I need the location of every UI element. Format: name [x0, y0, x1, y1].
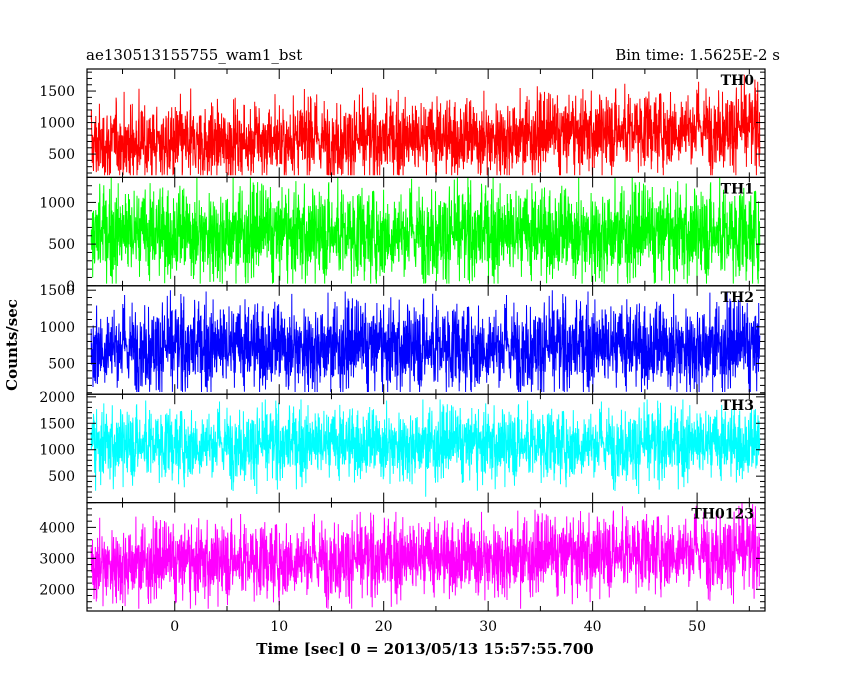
series-line-th3	[90, 399, 761, 497]
y-tick-label: 500	[48, 356, 75, 372]
panel-label: TH0	[721, 73, 755, 89]
panel-label: TH3	[721, 398, 754, 414]
x-tick-label: 10	[270, 619, 288, 635]
panel-label: TH1	[721, 181, 754, 197]
panel-th0123: TH0123 2000 3000 4000	[39, 502, 766, 612]
x-axis: 0 10 20 30 40 50	[170, 619, 706, 635]
y-tick-label: 3000	[39, 551, 75, 567]
y-tick-label: 1500	[39, 84, 75, 100]
panel-label: TH0123	[691, 507, 754, 523]
y-axis-label: Counts/sec	[3, 299, 21, 391]
panel-th0: TH0 500 1000 1500	[39, 68, 766, 179]
series-line-th0123	[90, 502, 761, 609]
source-name-title: ae130513155755_wam1_bst	[86, 46, 302, 64]
bin-time-label: Bin time: 1.5625E-2 s	[615, 46, 780, 64]
y-tick-label: 1000	[39, 320, 75, 336]
panels-group: TH050010001500TH105001000TH250010001500T…	[39, 68, 766, 612]
y-tick-label: 1000	[39, 195, 75, 211]
y-tick-label: 2000	[39, 390, 75, 406]
y-tick-label: 1000	[39, 443, 75, 459]
panel-label: TH2	[721, 290, 754, 306]
series-line-th1	[90, 177, 761, 284]
panel-frame	[86, 502, 766, 612]
y-tick-label: 1000	[39, 116, 75, 132]
x-tick-label: 30	[479, 619, 497, 635]
x-tick-label: 50	[688, 619, 706, 635]
y-tick-label: 500	[48, 469, 75, 485]
x-axis-label: Time [sec] 0 = 2013/05/13 15:57:55.700	[256, 640, 593, 658]
panel-th1: TH1 0 500 1000	[39, 176, 766, 295]
y-tick-label: 500	[48, 147, 75, 163]
series-line-th2	[90, 290, 761, 393]
x-tick-label: 40	[584, 619, 602, 635]
y-tick-label: 0	[66, 279, 75, 295]
y-tick-label: 4000	[39, 520, 75, 536]
y-tick-label: 1500	[39, 416, 75, 432]
x-tick-label: 0	[170, 619, 179, 635]
panel-th2: TH2 500 1000 1500	[39, 283, 766, 395]
series-line-th0	[90, 74, 761, 176]
y-tick-label: 2000	[39, 582, 75, 598]
y-tick-label: 1500	[39, 283, 75, 299]
panel-th3: TH3 500 1000 1500 2000	[39, 390, 766, 504]
x-tick-label: 20	[375, 619, 393, 635]
y-tick-label: 500	[48, 237, 75, 253]
